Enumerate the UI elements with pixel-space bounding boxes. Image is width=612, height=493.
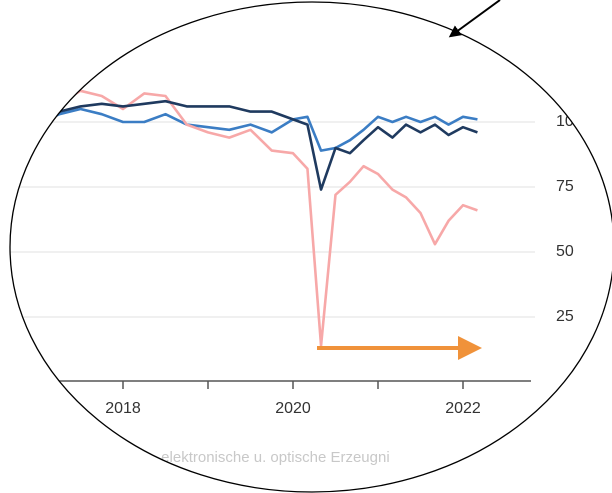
y-tick-label: 100 [556,113,583,130]
note: äte, elektronische u. optische Erzeugni [132,449,390,466]
pointer-arrow [448,0,501,38]
highlight-ellipse [9,1,612,493]
y-tick-label: 75 [556,178,574,195]
series-line [16,89,478,347]
x-tick-label: 2022 [445,400,481,417]
x-tick-label: 2018 [105,400,141,417]
series-line [16,99,478,191]
chart: äte, elektronische u. optische Erzeugni … [10,89,583,466]
y-tick-label: 25 [556,308,574,325]
y-tick-label: 50 [556,243,574,260]
x-tick-label: 2020 [275,400,311,417]
